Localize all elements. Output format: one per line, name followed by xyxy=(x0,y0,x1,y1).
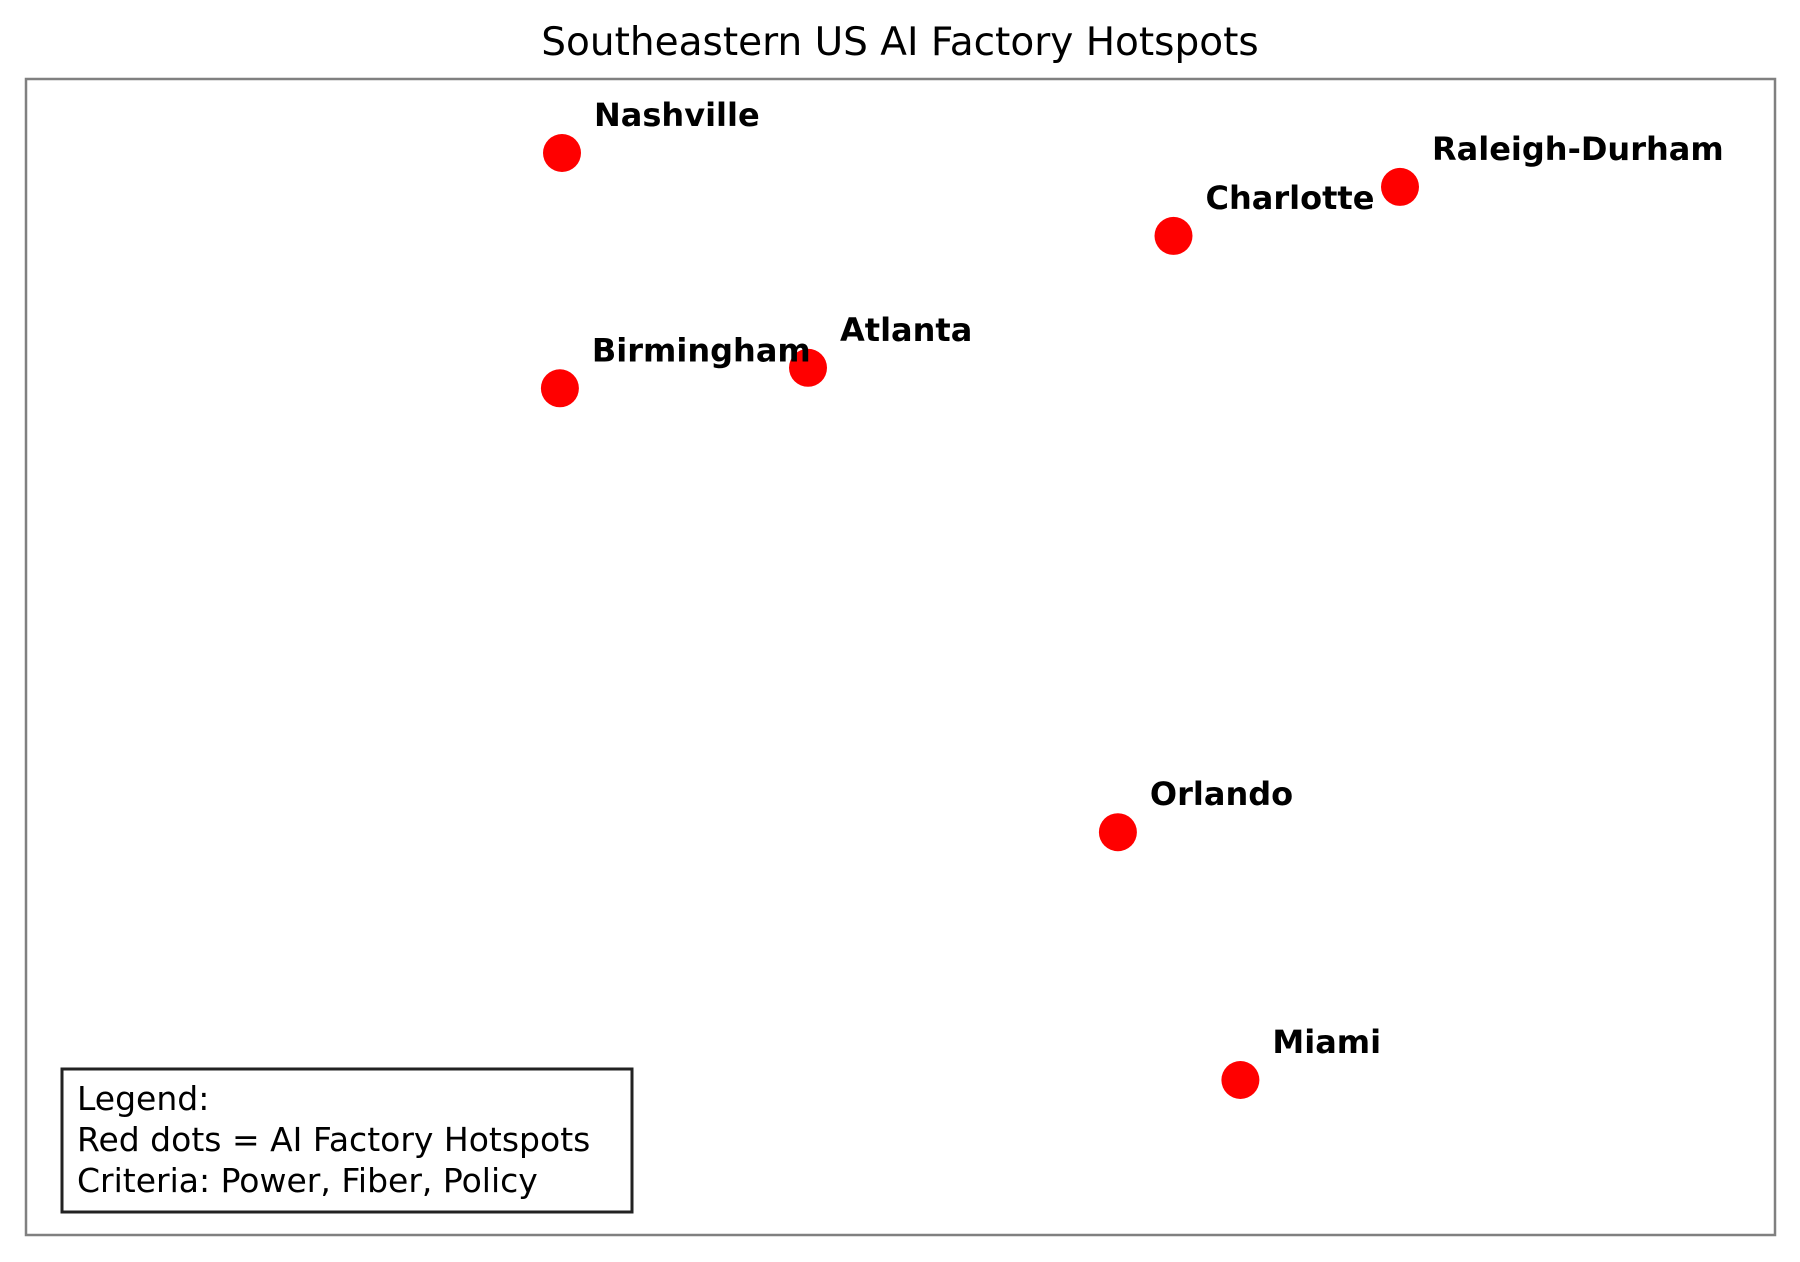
city-label-birmingham: Birmingham xyxy=(592,331,811,369)
hotspot-marker-atlanta xyxy=(789,348,827,387)
city-label-miami: Miami xyxy=(1272,1023,1381,1061)
hotspot-marker-nashville xyxy=(543,134,581,172)
hotspot-marker-miami xyxy=(1221,1061,1260,1099)
city-label-charlotte: Charlotte xyxy=(1206,179,1375,217)
city-label-nashville: Nashville xyxy=(594,96,760,134)
legend-criteria: Criteria: Power, Fiber, Policy xyxy=(77,1161,538,1200)
city-label-atlanta: Atlanta xyxy=(840,311,972,349)
city-label-raleigh-durham: Raleigh-Durham xyxy=(1432,130,1724,168)
legend-frame xyxy=(60,1067,634,1214)
legend-marker-description: Red dots = AI Factory Hotspots xyxy=(77,1120,590,1159)
city-label-orlando: Orlando xyxy=(1150,775,1293,813)
map-title: Southeastern US AI Factory Hotspots xyxy=(541,20,1258,65)
hotspot-marker-raleigh-durham xyxy=(1381,167,1419,206)
hotspot-markers: Nashville Raleigh-Durham Charlotte Atlanta B… xyxy=(540,96,1724,1099)
hotspot-marker-charlotte xyxy=(1154,216,1193,255)
legend-heading: Legend: xyxy=(77,1079,209,1118)
legend-box: Legend: Red dots = AI Factory Hotspots C… xyxy=(60,1067,634,1214)
map-frame xyxy=(24,77,1777,1237)
hotspot-marker-orlando xyxy=(1098,813,1137,852)
hotspot-marker-birmingham xyxy=(540,369,579,408)
